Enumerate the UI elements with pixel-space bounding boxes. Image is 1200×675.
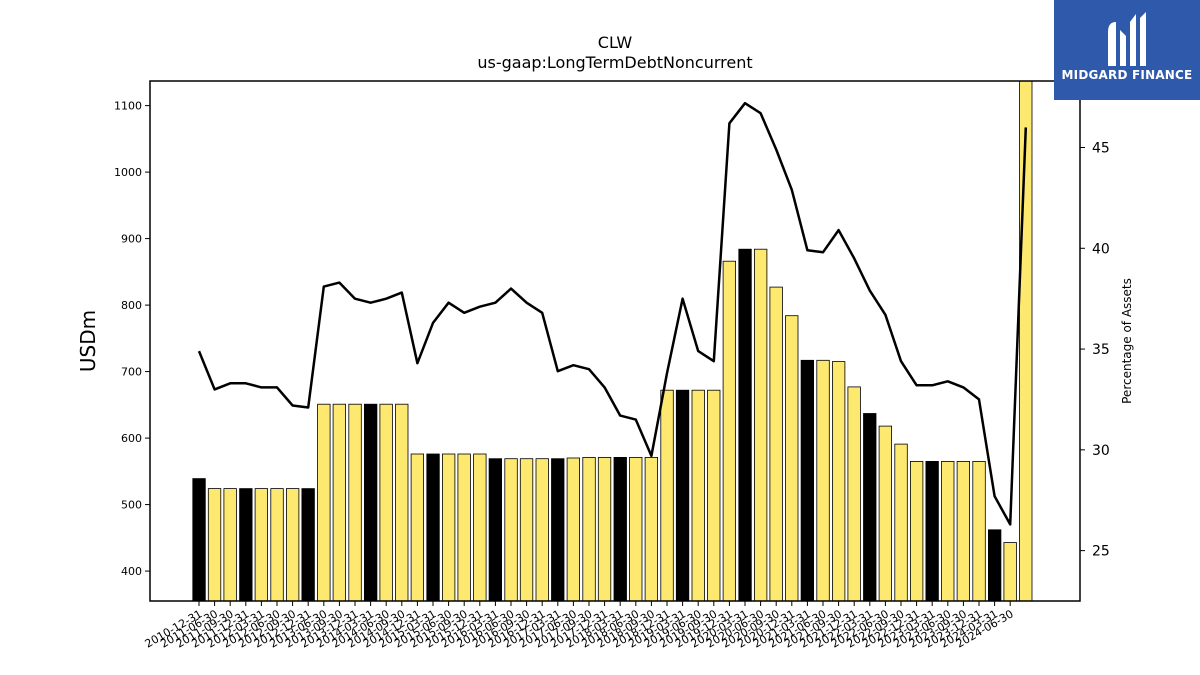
bar — [910, 460, 924, 602]
y-tick-label: 500 — [121, 499, 142, 512]
bar — [410, 453, 425, 602]
bar — [847, 386, 861, 602]
bar — [738, 248, 752, 602]
right-axis-ticks: 25 30 35 40 45 — [1080, 141, 1110, 560]
y2-tick-label: 35 — [1092, 342, 1110, 358]
bar — [270, 488, 284, 602]
bar — [597, 456, 612, 602]
chart-title-line1: CLW — [598, 33, 633, 52]
bar — [551, 458, 565, 602]
bar — [395, 403, 409, 602]
bar — [566, 457, 580, 602]
y-tick-label: 700 — [121, 366, 142, 379]
bar — [192, 478, 206, 602]
bar — [332, 403, 347, 602]
bar — [785, 315, 799, 602]
bar — [878, 425, 892, 602]
bar — [426, 453, 440, 602]
bar — [301, 488, 315, 602]
bar — [675, 389, 690, 602]
bar — [956, 460, 970, 602]
bar — [488, 458, 503, 602]
y-tick-label: 600 — [121, 432, 142, 445]
y2-tick-label: 45 — [1092, 141, 1110, 157]
y2-tick-label: 40 — [1092, 241, 1110, 257]
bar — [254, 488, 269, 602]
bar — [660, 389, 674, 602]
bar — [629, 456, 643, 602]
left-axis-ticks: 400 500 600 700 800 900 1000 1100 — [114, 100, 150, 578]
bar — [223, 488, 237, 602]
bar — [894, 443, 908, 602]
bar — [800, 359, 814, 602]
logo-text: MIDGARD FINANCE — [1061, 68, 1193, 82]
bar — [473, 453, 487, 602]
bar — [207, 488, 222, 602]
bar — [379, 403, 393, 602]
bar — [457, 453, 471, 602]
bar — [348, 403, 362, 602]
bar — [1003, 542, 1017, 602]
y-tick-label: 900 — [121, 233, 142, 246]
bar — [972, 460, 986, 602]
bar — [707, 389, 721, 602]
y2-axis-label: Percentage of Assets — [1120, 278, 1134, 404]
bar — [535, 458, 549, 602]
bar-series — [192, 80, 1033, 602]
bar — [941, 460, 955, 602]
bar — [691, 389, 705, 602]
bar — [363, 403, 378, 602]
bar — [988, 529, 1002, 602]
bar — [504, 458, 518, 602]
logo-mark-icon — [1108, 12, 1146, 66]
midgard-finance-logo: MIDGARD FINANCE — [1054, 0, 1200, 100]
bar — [239, 488, 253, 602]
bar — [722, 260, 736, 602]
bar — [613, 456, 627, 602]
x-axis-ticks: 2010-12-312011-06-302011-09-302011-12-31… — [143, 601, 1016, 651]
y-tick-label: 1100 — [114, 100, 142, 113]
bar — [754, 248, 768, 602]
y2-tick-label: 25 — [1092, 544, 1110, 560]
y-tick-label: 400 — [121, 565, 142, 578]
bar — [285, 488, 300, 602]
bar — [863, 413, 877, 602]
chart-title-line2: us-gaap:LongTermDebtNoncurrent — [477, 53, 752, 72]
y-axis-label: USDm — [76, 310, 100, 372]
bar — [832, 361, 846, 602]
bar — [519, 458, 534, 602]
bar — [441, 453, 456, 602]
bar — [816, 359, 830, 602]
bar — [925, 460, 939, 602]
plot-frame — [149, 80, 1081, 602]
bar — [582, 456, 596, 602]
percentage-line — [197, 101, 1028, 526]
y-tick-label: 1000 — [114, 166, 142, 179]
bar — [644, 456, 658, 602]
y-tick-label: 800 — [121, 299, 142, 312]
bar — [769, 286, 783, 602]
y2-tick-label: 30 — [1092, 443, 1110, 459]
bar — [317, 403, 331, 602]
